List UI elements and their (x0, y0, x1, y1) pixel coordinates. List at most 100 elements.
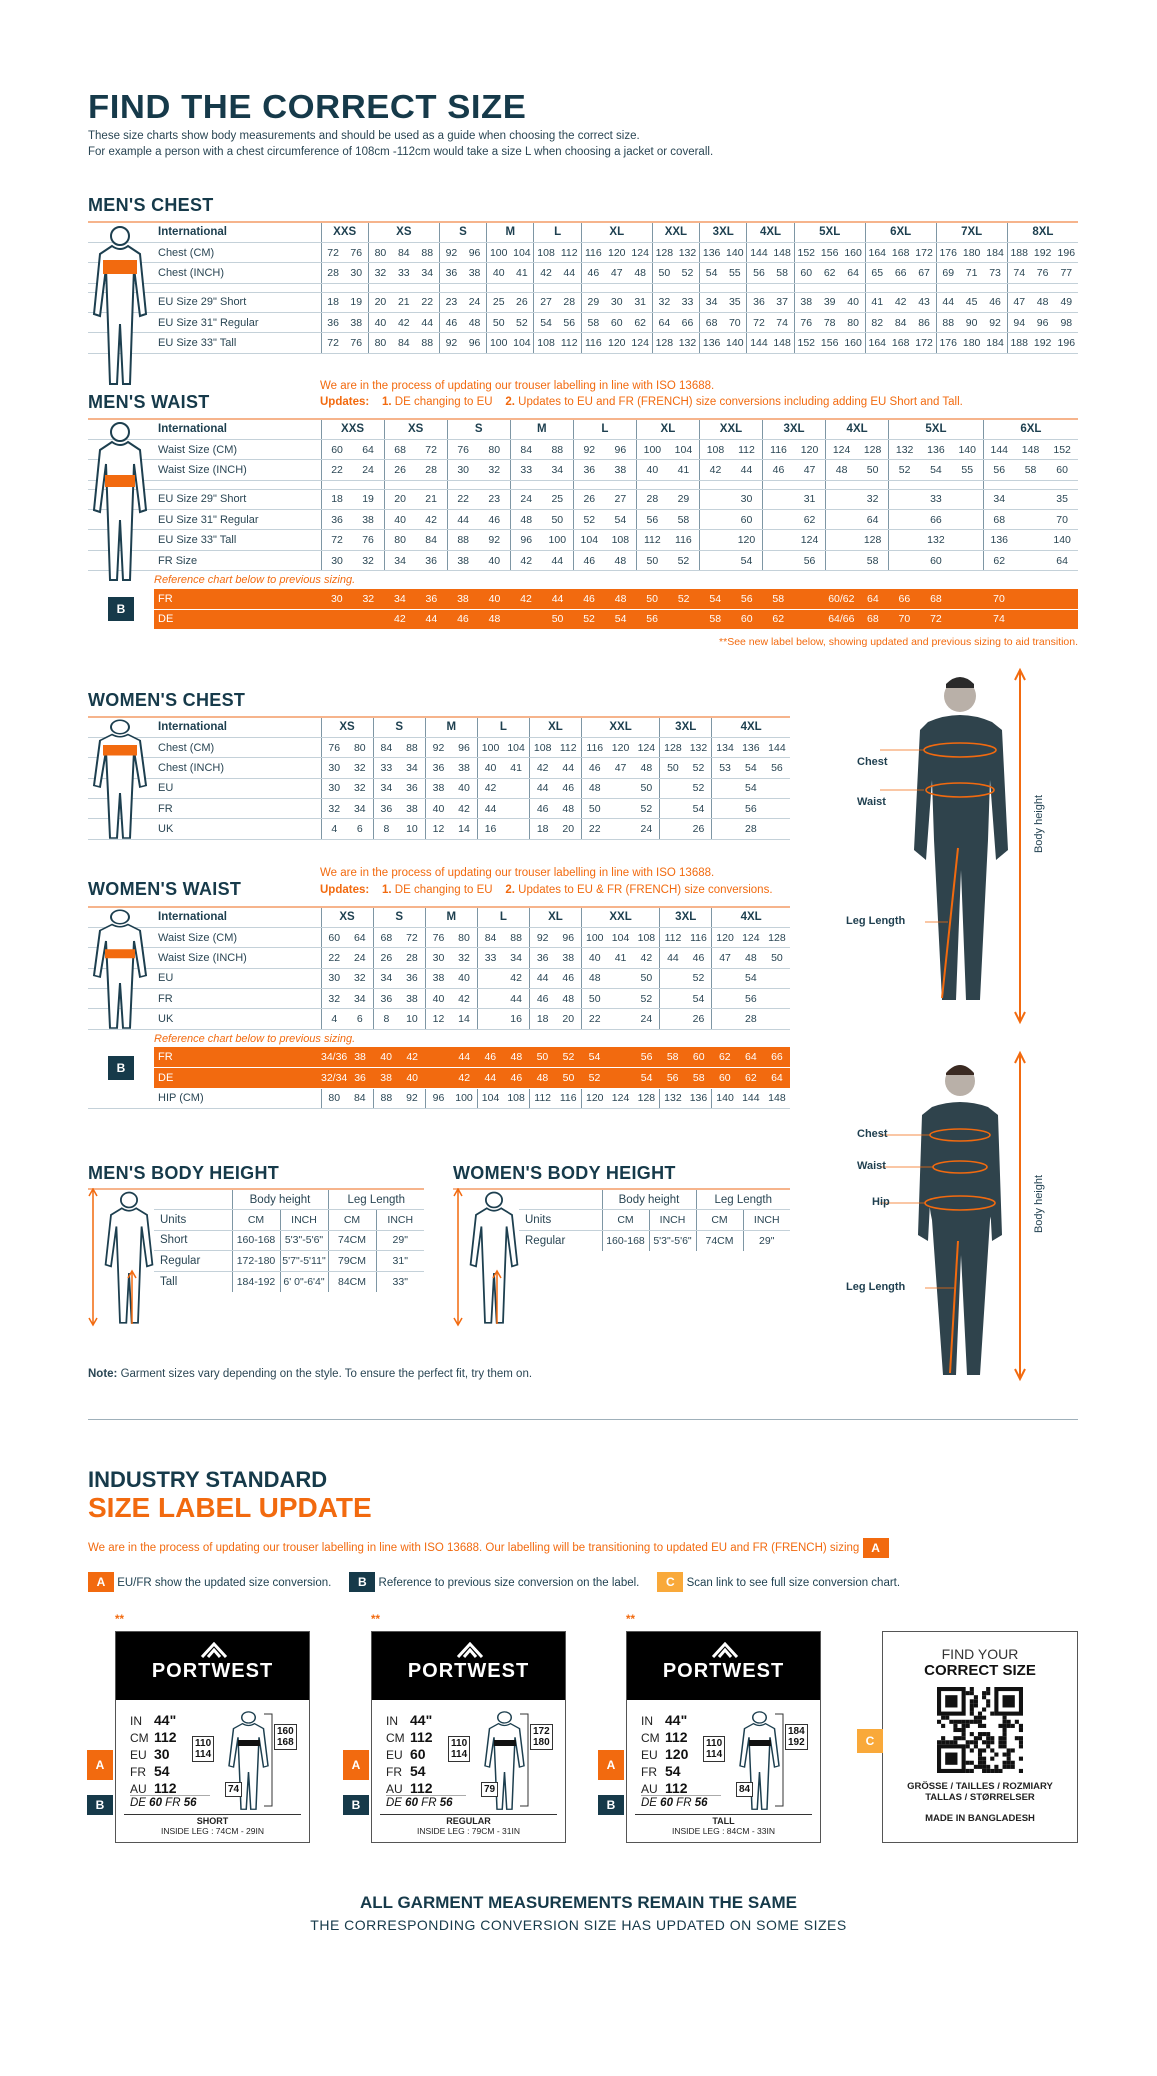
value-cell: 38 (352, 509, 385, 531)
brand-logo: PORTWEST (151, 1660, 274, 1682)
value-cell: 34 (399, 757, 426, 779)
value-cell: 50 (857, 459, 889, 481)
value-cell: 50 (633, 968, 660, 990)
value-cell: 40 (367, 312, 392, 334)
value-cell: 58 (667, 509, 700, 531)
value-cell: 116 (555, 1088, 582, 1110)
cell: 5'3"-5'6" (648, 1230, 696, 1251)
value-cell: 60 (920, 550, 952, 572)
value-cell: 72 (320, 332, 345, 354)
value-cell: 34 (384, 588, 416, 610)
value-cell (762, 509, 795, 531)
previous-sizes: DE 60 FR 56 (386, 1795, 466, 1809)
value-cell: 72 (399, 927, 426, 949)
cell: 74CM (327, 1230, 376, 1251)
value-cell: 52 (572, 509, 605, 531)
value-cell (825, 529, 858, 551)
spacer (675, 283, 700, 293)
value-cell: 30 (320, 778, 348, 800)
label-update-kicker: INDUSTRY STANDARD (88, 1467, 328, 1492)
size-7xl: 7XL (935, 220, 1008, 243)
value-cell (762, 529, 795, 551)
value-cell: 42 (399, 1047, 426, 1069)
size-value-row: FR 54 (130, 1763, 177, 1780)
value-cell: 32/34 (321, 1067, 347, 1089)
spacer (604, 480, 637, 490)
table-row: Waist Size (CM) 60 64 68 72 76 80 84 88 92 96 100 10… (88, 439, 1078, 461)
col-body-height: Body height (231, 1188, 328, 1210)
male-figure-waist-icon (93, 422, 147, 581)
value-cell (607, 968, 634, 990)
de-label: DE (130, 1797, 150, 1809)
value-cell: 44 (555, 757, 582, 779)
update-1-num: 1. (381, 396, 392, 408)
value-cell: 34 (982, 489, 1015, 511)
header-label: International (154, 417, 322, 440)
value-cell: 84 (888, 312, 913, 334)
row-label: EU (154, 968, 321, 990)
value-cell: 124 (607, 1088, 634, 1110)
value-cell: 38 (347, 1047, 374, 1069)
figure-cell (88, 1008, 154, 1030)
spacer (723, 283, 747, 293)
man-photo (880, 667, 1026, 1025)
col-leg-length: Leg Length (695, 1188, 790, 1210)
value-cell: 38 (344, 312, 369, 334)
value-cell: 32 (478, 459, 511, 481)
row-label: Regular (525, 1234, 566, 1247)
fr-label: FR (417, 1797, 440, 1809)
unit: INCH (648, 1209, 696, 1231)
value-cell: 54 (533, 312, 558, 334)
value-cell: 80 (451, 927, 478, 949)
value-cell: 72 (920, 609, 952, 631)
value-cell (698, 550, 731, 572)
height-box: 172 180 (530, 1724, 553, 1750)
value-cell: 112 (659, 927, 686, 949)
value-cell: 46 (528, 988, 556, 1010)
value-cell: 33 (675, 292, 700, 314)
value-cell: 148 (770, 242, 795, 264)
value-cell (763, 968, 790, 990)
figure-cell: B (88, 1047, 154, 1089)
table-row: EU Size 33" Tall 72 76 80 84 88 92 96 100 104 108 1… (88, 332, 1079, 354)
value-cell: 124 (628, 242, 653, 264)
value-cell: 116 (667, 529, 700, 551)
value-cell: 112 (528, 1088, 556, 1110)
value-cell: 49 (1054, 292, 1079, 314)
value-cell: 48 (580, 968, 608, 990)
value-cell: 47 (607, 757, 634, 779)
update-2: Updates to EU & FR (FRENCH) size convers… (518, 884, 773, 896)
value-cell (659, 968, 686, 990)
row-label: Chest (INCH) (154, 262, 321, 284)
table-row: Chest (CM) 76 80 84 88 92 96 100 104 108 112 116 120… (88, 737, 790, 759)
qr-code-icon[interactable] (937, 1687, 1023, 1773)
value-cell: 41 (607, 947, 634, 969)
value-cell: 66 (920, 509, 952, 531)
mens-waist-heading: MEN'S WAIST (88, 392, 210, 412)
value-cell: 52 (633, 798, 660, 820)
size-value-row: IN 44" (641, 1712, 688, 1729)
value-cell: 100 (580, 927, 608, 949)
value-cell: 40 (841, 292, 866, 314)
fit-info: TALL INSIDE LEG : 84CM - 33IN (627, 1816, 820, 1836)
size-xxl: XXL (580, 715, 660, 738)
table-row: Waist Size (INCH) 22 24 26 28 30 32 33 34 36 38 40 4… (88, 459, 1078, 481)
value-cell: 72 (320, 242, 345, 264)
value-cell: 52 (667, 588, 700, 610)
value-cell: 20 (555, 1008, 582, 1030)
value-cell: 74 (1006, 262, 1031, 284)
divider (635, 1814, 812, 1815)
spacer (486, 283, 511, 293)
value-cell: 39 (817, 292, 842, 314)
value-cell: 22 (580, 1008, 608, 1030)
unit: CM (695, 1209, 743, 1231)
spacer (982, 480, 1015, 490)
size-3xl: 3XL (699, 220, 747, 243)
value-cell (698, 509, 731, 531)
value-cell: 42 (415, 509, 448, 531)
value-cell: 46 (477, 1047, 504, 1069)
value-cell: 58 (659, 1047, 686, 1069)
value-cell (763, 1008, 790, 1030)
intro-line-1: These size charts show body measurements… (88, 130, 640, 142)
size-value-row: CM 112 (386, 1729, 433, 1746)
